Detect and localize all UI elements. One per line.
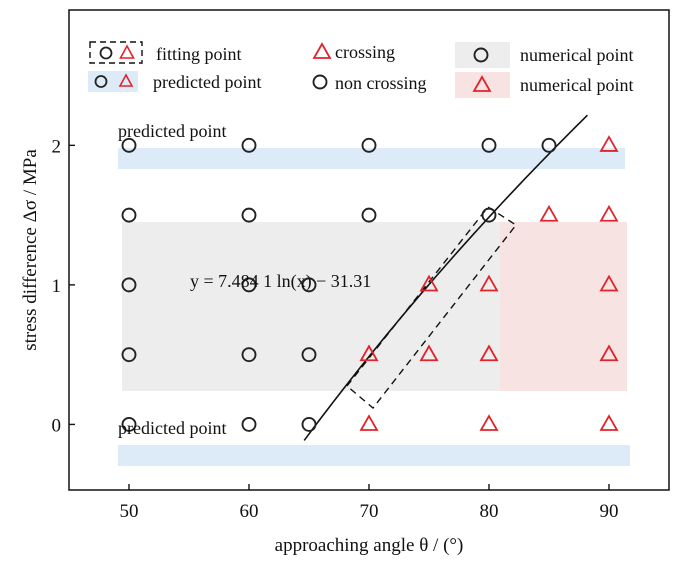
noncrossing-point bbox=[121, 416, 137, 432]
legend-predicted-triangle bbox=[118, 73, 134, 87]
crossing-point bbox=[599, 135, 619, 152]
crossing-point bbox=[359, 414, 379, 431]
legend-numerical-pink bbox=[455, 72, 510, 98]
legend-predicted-circle bbox=[94, 75, 108, 88]
crossing-point bbox=[479, 344, 499, 362]
crossing-point bbox=[599, 274, 619, 292]
crossing-point bbox=[599, 414, 619, 431]
band-label-top: predicted point bbox=[118, 121, 226, 141]
y-axis: 0 1 2 bbox=[52, 136, 75, 436]
fit-curve bbox=[303, 114, 588, 441]
numerical-crossing-region bbox=[500, 222, 627, 391]
legend: fitting point predicted point crossing n… bbox=[88, 41, 633, 98]
crossing-point bbox=[359, 344, 379, 362]
noncrossing-point bbox=[301, 416, 317, 432]
crossing-point bbox=[419, 344, 439, 362]
legend-numerical-circle bbox=[473, 47, 489, 63]
y-tick-label: 0 bbox=[52, 415, 62, 436]
legend-predicted-label: predicted point bbox=[153, 72, 261, 92]
noncrossing-point bbox=[121, 137, 137, 153]
noncrossing-point bbox=[481, 137, 497, 153]
crossing-point bbox=[479, 414, 499, 431]
y-tick-label: 2 bbox=[52, 136, 62, 157]
legend-numerical-gray bbox=[455, 42, 510, 68]
data-markers bbox=[121, 135, 619, 432]
legend-fitting-box bbox=[89, 41, 143, 64]
x-tick-label: 80 bbox=[480, 501, 499, 522]
noncrossing-point bbox=[361, 137, 377, 153]
noncrossing-point bbox=[241, 347, 257, 363]
x-tick-label: 70 bbox=[360, 501, 379, 522]
legend-noncrossing-circle bbox=[312, 74, 328, 90]
legend-noncrossing-label: non crossing bbox=[335, 73, 427, 93]
x-tick-label: 60 bbox=[240, 501, 259, 522]
fitting-point-boundary bbox=[346, 206, 518, 410]
crossing-point bbox=[599, 204, 619, 222]
numerical-noncrossing-region bbox=[122, 222, 500, 391]
legend-crossing-label: crossing bbox=[335, 42, 395, 62]
crossing-point bbox=[419, 274, 439, 292]
legend-numerical-triangle bbox=[472, 75, 492, 92]
band-label-bottom: predicted point bbox=[118, 418, 226, 438]
noncrossing-point bbox=[361, 207, 377, 223]
noncrossing-point bbox=[541, 137, 557, 153]
legend-fitting-circle bbox=[99, 46, 113, 60]
x-axis-label: approaching angle θ / (°) bbox=[275, 535, 464, 556]
legend-fitting-label: fitting point bbox=[156, 44, 242, 64]
legend-fitting-triangle bbox=[119, 44, 135, 59]
x-axis: 50 60 70 80 90 bbox=[120, 484, 619, 522]
legend-numerical-circle-label: numerical point bbox=[520, 45, 633, 65]
noncrossing-point bbox=[121, 207, 137, 223]
noncrossing-point bbox=[241, 137, 257, 153]
x-tick-label: 90 bbox=[600, 501, 619, 522]
noncrossing-point bbox=[481, 207, 497, 223]
noncrossing-point bbox=[241, 207, 257, 223]
crossing-point bbox=[479, 274, 499, 292]
crossing-point bbox=[539, 204, 559, 222]
crossing-point bbox=[599, 344, 619, 362]
noncrossing-point bbox=[121, 277, 137, 293]
legend-crossing-triangle bbox=[312, 42, 332, 59]
y-tick-label: 1 bbox=[52, 276, 62, 297]
predicted-band-bottom bbox=[118, 445, 630, 466]
noncrossing-point bbox=[301, 277, 317, 293]
x-tick-label: 50 bbox=[120, 501, 139, 522]
fit-equation: y = 7.484 1 ln(x) − 31.31 bbox=[190, 271, 371, 292]
noncrossing-point bbox=[121, 347, 137, 363]
noncrossing-point bbox=[241, 277, 257, 293]
predicted-band-top bbox=[118, 148, 625, 169]
legend-numerical-triangle-label: numerical point bbox=[520, 75, 633, 95]
y-axis-label: stress difference Δσ / MPa bbox=[20, 149, 41, 351]
noncrossing-point bbox=[301, 347, 317, 363]
noncrossing-point bbox=[241, 416, 257, 432]
